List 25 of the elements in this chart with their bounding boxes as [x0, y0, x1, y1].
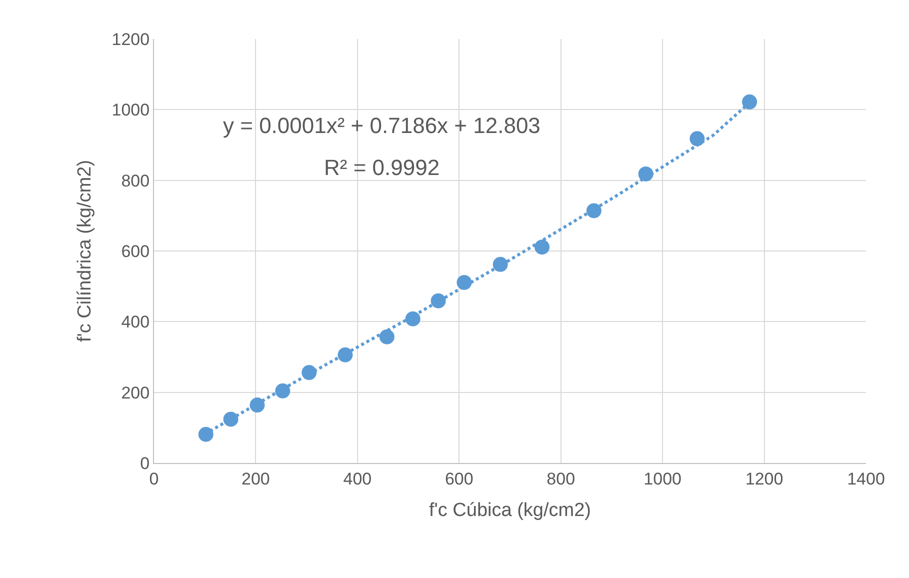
- x-tick-label: 1400: [847, 469, 885, 488]
- y-tick-label: 0: [140, 454, 150, 473]
- y-tick-label: 600: [121, 242, 150, 261]
- point: [379, 329, 394, 344]
- x-tick-label: 1200: [745, 469, 784, 488]
- y-axis-title: f'c Cilíndrica (kg/cm2): [74, 160, 96, 342]
- point: [690, 131, 705, 146]
- point: [492, 256, 508, 272]
- x-axis-title: f'c Cúbica (kg/cm2): [428, 500, 592, 522]
- x-tick-label: 800: [546, 469, 576, 488]
- y-tick-label: 1200: [112, 30, 150, 49]
- x-tick-label: 1000: [644, 469, 682, 488]
- point: [198, 426, 214, 442]
- y-tick-label: 1000: [112, 100, 150, 120]
- point: [275, 383, 290, 398]
- x-tick-label: 400: [343, 469, 372, 488]
- point: [534, 240, 550, 255]
- x-tick-label: 200: [242, 469, 270, 488]
- y-tick-label: 400: [121, 312, 150, 332]
- point: [742, 94, 758, 110]
- y-tick-label: 800: [121, 171, 150, 190]
- x-tick-label: 600: [444, 469, 474, 488]
- annotation: y = 0.0001x² + 0.7186x + 12.803: [223, 113, 540, 138]
- annotation: R² = 0.9992: [324, 155, 440, 180]
- y-tick-label: 200: [121, 383, 150, 402]
